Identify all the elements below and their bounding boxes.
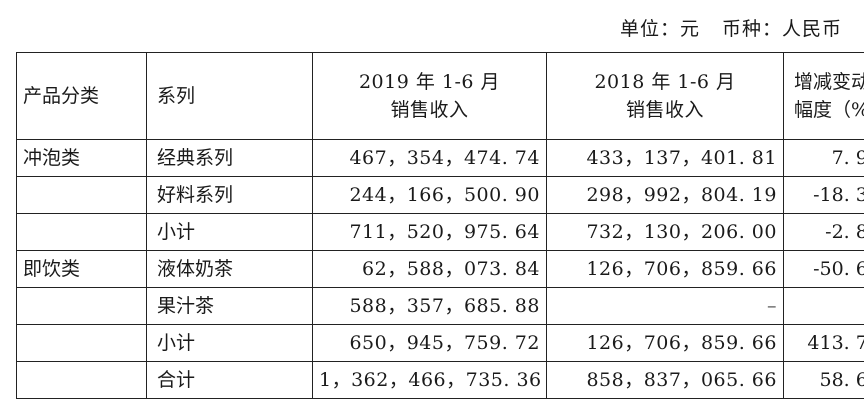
cell-series: 好料系列 — [146, 176, 313, 214]
cell-revenue-2019: 650，945，759. 72 — [312, 324, 547, 362]
cell-change: -2. 81% — [783, 213, 864, 251]
header-revenue-2019-line1: 2019 年 1-6 月 — [358, 71, 501, 93]
cell-change: – — [783, 287, 864, 325]
cell-category — [16, 176, 147, 214]
cell-category — [16, 324, 147, 362]
cell-revenue-2019: 467，354，474. 74 — [312, 139, 547, 177]
cell-revenue-2018: 298，992，804. 19 — [546, 176, 784, 214]
cell-revenue-2018: 126，706，859. 66 — [546, 250, 784, 288]
table-row: 冲泡类 经典系列 467，354，474. 74 433，137，401. 81… — [16, 139, 864, 177]
header-revenue-2018-line1: 2018 年 1-6 月 — [594, 71, 736, 93]
cell-revenue-2019: 244，166，500. 90 — [312, 176, 547, 214]
cell-revenue-2019: 62，588，073. 84 — [312, 250, 547, 288]
cell-category — [16, 213, 147, 251]
cell-revenue-2018: 433，137，401. 81 — [546, 139, 784, 177]
cell-category — [16, 287, 147, 325]
cell-change: 413. 74% — [783, 324, 864, 362]
cell-revenue-2019: 1，362，466，735. 36 — [312, 361, 547, 399]
header-revenue-2018-line2: 销售收入 — [625, 99, 704, 121]
revenue-table: 产品分类 系列 2019 年 1-6 月 销售收入 2018 年 1-6 月 销… — [16, 52, 864, 399]
cell-category: 冲泡类 — [16, 139, 147, 177]
table-row: 即饮类 液体奶茶 62，588，073. 84 126，706，859. 66 … — [16, 250, 864, 288]
table-row: 果汁茶 588，357，685. 88 – – — [16, 287, 864, 325]
cell-change: -18. 34% — [783, 176, 864, 214]
table-row: 合计 1，362，466，735. 36 858，837，065. 66 58.… — [16, 361, 864, 399]
header-row: 产品分类 系列 2019 年 1-6 月 销售收入 2018 年 1-6 月 销… — [16, 52, 864, 140]
cell-series: 液体奶茶 — [146, 250, 313, 288]
currency-label: 币种：人民币 — [721, 18, 842, 40]
cell-series: 小计 — [146, 324, 313, 362]
header-change: 增减变动 幅度（%） — [783, 52, 864, 140]
cell-revenue-2018: – — [546, 287, 784, 325]
cell-revenue-2019: 588，357，685. 88 — [312, 287, 547, 325]
header-revenue-2018: 2018 年 1-6 月 销售收入 — [546, 52, 784, 140]
cell-change: 58. 64% — [783, 361, 864, 399]
cell-revenue-2019: 711，520，975. 64 — [312, 213, 547, 251]
table-row: 好料系列 244，166，500. 90 298，992，804. 19 -18… — [16, 176, 864, 214]
unit-line: 单位：元 币种：人民币 — [598, 14, 842, 41]
header-series: 系列 — [146, 52, 313, 140]
cell-category: 即饮类 — [16, 250, 147, 288]
cell-category — [16, 361, 147, 399]
cell-series: 小计 — [146, 213, 313, 251]
header-revenue-2019: 2019 年 1-6 月 销售收入 — [312, 52, 547, 140]
table-row: 小计 711，520，975. 64 732，130，206. 00 -2. 8… — [16, 213, 864, 251]
cell-series: 经典系列 — [146, 139, 313, 177]
cell-change: -50. 60% — [783, 250, 864, 288]
cell-series: 果汁茶 — [146, 287, 313, 325]
header-category: 产品分类 — [16, 52, 147, 140]
unit-label: 单位：元 — [619, 18, 700, 40]
cell-revenue-2018: 732，130，206. 00 — [546, 213, 784, 251]
header-change-line2: 幅度（%） — [794, 99, 864, 121]
cell-revenue-2018: 126，706，859. 66 — [546, 324, 784, 362]
header-revenue-2019-line2: 销售收入 — [390, 99, 469, 121]
header-change-line1: 增减变动 — [794, 71, 864, 93]
cell-change: 7. 90% — [783, 139, 864, 177]
cell-series: 合计 — [146, 361, 313, 399]
cell-revenue-2018: 858，837，065. 66 — [546, 361, 784, 399]
table-row: 小计 650，945，759. 72 126，706，859. 66 413. … — [16, 324, 864, 362]
